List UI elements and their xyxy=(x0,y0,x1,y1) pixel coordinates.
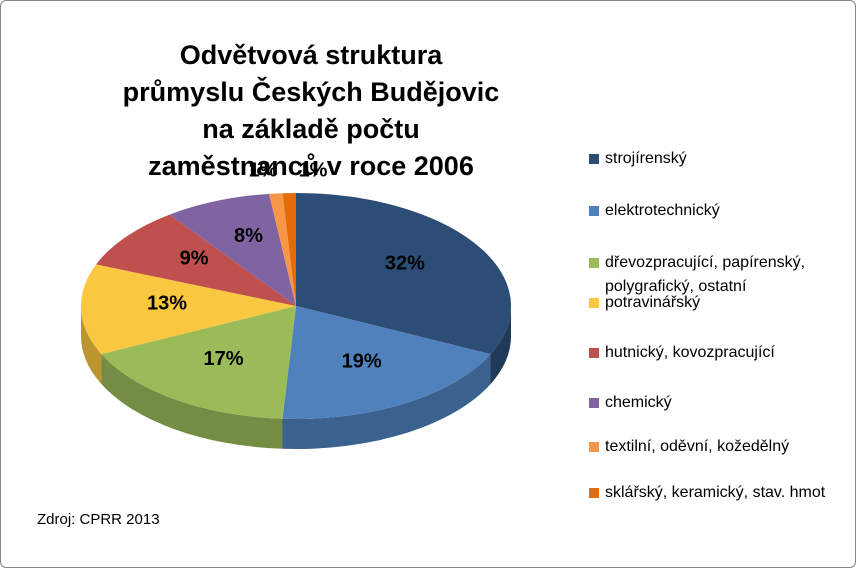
legend-item: potravinářský xyxy=(589,291,839,315)
data-label: 1% xyxy=(249,159,278,181)
data-label: 19% xyxy=(342,351,382,373)
pie-area: 32% 19% 17% 13% 9% 8% 1% 1% xyxy=(80,159,511,449)
slice xyxy=(282,306,491,419)
legend-item: elektrotechnický xyxy=(589,199,839,223)
legend-item: textilní, oděvní, kožedělný xyxy=(589,435,839,459)
legend-label: elektrotechnický xyxy=(605,202,720,219)
legend-label: textilní, oděvní, kožedělný xyxy=(605,438,790,455)
legend-swatch xyxy=(589,206,599,216)
legend-label: sklářský, keramický, stav. hmot xyxy=(605,484,826,501)
legend-swatch xyxy=(589,442,599,452)
legend-swatch xyxy=(589,298,599,308)
slice-side xyxy=(282,354,491,449)
legend-swatch xyxy=(589,348,599,358)
slice xyxy=(296,193,511,355)
legend-label: strojírenský xyxy=(605,150,687,167)
legend-item: dřevozpracující, papírenský, polygrafick… xyxy=(589,251,839,299)
slice xyxy=(101,306,296,419)
legend-item: sklářský, keramický, stav. hmot xyxy=(589,481,839,505)
slice-side xyxy=(490,306,511,385)
legend-swatch xyxy=(589,398,599,408)
slice-side xyxy=(101,354,283,449)
legend-swatch xyxy=(589,488,599,498)
data-label: 32% xyxy=(385,253,425,275)
legend-label: dřevozpracující, papírenský, polygrafick… xyxy=(605,254,806,295)
legend-label: hutnický, kovozpracující xyxy=(605,344,775,361)
data-label: 13% xyxy=(147,292,187,314)
data-label: 17% xyxy=(203,348,243,370)
slice xyxy=(169,193,296,306)
slice xyxy=(96,214,296,306)
chart-title: Odvětvová struktura průmyslu Českých Bud… xyxy=(122,40,500,181)
legend-label: chemický xyxy=(605,394,672,411)
legend-item: chemický xyxy=(589,391,839,415)
legend-swatch xyxy=(589,154,599,164)
data-label: 9% xyxy=(180,247,209,269)
data-label: 8% xyxy=(234,225,263,247)
slice-side xyxy=(81,306,102,385)
legend-item: strojírenský xyxy=(589,147,839,171)
annotation: Zdroj: CPRR 2013 xyxy=(37,511,160,528)
slice xyxy=(282,193,296,306)
legend-label: potravinářský xyxy=(605,294,701,311)
legend-swatch xyxy=(589,258,599,268)
legend-item: hutnický, kovozpracující xyxy=(589,341,839,365)
slice xyxy=(80,264,296,355)
slice xyxy=(269,193,296,306)
data-label: 1% xyxy=(299,159,328,181)
